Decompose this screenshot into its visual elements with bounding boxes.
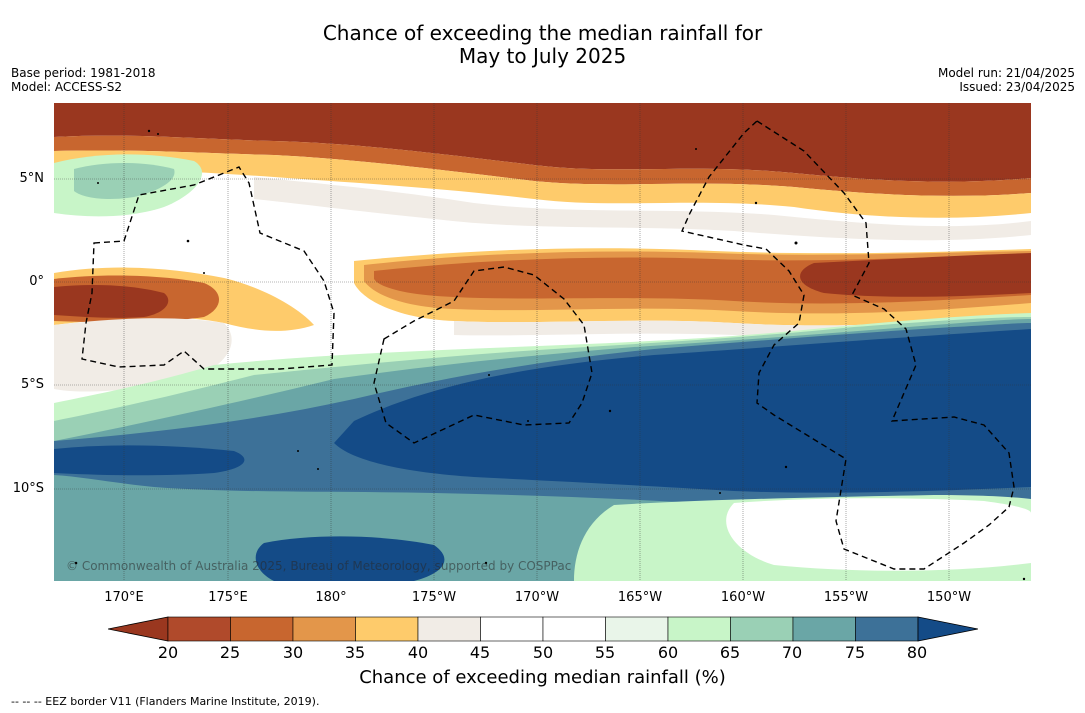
colorbar-tick-75: 75	[844, 643, 866, 662]
colorbar-swatch	[355, 616, 419, 642]
base-period-text: Base period: 1981-2018	[11, 66, 156, 80]
zone-neutral-north	[254, 177, 1031, 241]
zone-extremely-wet-south-patch	[255, 536, 445, 581]
colorbar-swatch	[730, 616, 794, 642]
lon-label-175e: 175°E	[208, 590, 248, 605]
eez-border-kiribati-gilbert	[81, 166, 335, 370]
colorbar	[108, 616, 978, 642]
zone-extremely-wet-south	[334, 329, 1031, 493]
colorbar-arrow-high	[917, 616, 978, 642]
lon-label-155w: 155°W	[823, 590, 869, 605]
colorbar-tick-30: 30	[282, 643, 304, 662]
eez-border-footnote: -- -- -- EEZ border V11 (Flanders Marine…	[11, 695, 320, 708]
eez-borders	[81, 120, 1015, 570]
colorbar-tick-40: 40	[407, 643, 429, 662]
map-title-line-1: Chance of exceeding the median rainfall …	[322, 21, 763, 45]
colorbar-tick-35: 35	[344, 643, 366, 662]
lon-label-170w: 170°W	[514, 590, 560, 605]
colorbar-tick-55: 55	[594, 643, 616, 662]
eez-border-kiribati-line	[681, 120, 1015, 570]
island-markers	[74, 129, 1026, 581]
zone-neutral-south-east	[726, 498, 1031, 571]
zone-very-dry-central	[800, 253, 1031, 297]
copyright-watermark: © Commonwealth of Australia 2025, Bureau…	[66, 559, 572, 573]
model-run-text: Model run: 21/04/2025	[937, 66, 1075, 80]
colorbar-tick-50: 50	[532, 643, 554, 662]
zone-dry-north-edge	[54, 135, 1031, 196]
eez-border-kiribati-phoenix	[373, 266, 593, 444]
lon-label-170e: 170°E	[104, 590, 144, 605]
rainfall-probability-map[interactable]: © Commonwealth of Australia 2025, Bureau…	[54, 103, 1031, 581]
colorbar-swatch	[167, 616, 231, 642]
zone-very-dry-equator-west	[54, 285, 169, 318]
colorbar-tick-65: 65	[719, 643, 741, 662]
lat-label-10s: 10°S	[12, 481, 44, 496]
lat-label-0: 0°	[29, 274, 44, 289]
colorbar-swatch	[230, 616, 294, 642]
issued-text: Issued: 23/04/2025	[959, 80, 1075, 94]
zone-very-dry-north	[54, 103, 1031, 182]
colorbar-tick-25: 25	[219, 643, 241, 662]
lon-label-180: 180°	[315, 590, 347, 605]
colorbar-tick-20: 20	[157, 643, 179, 662]
model-text: Model: ACCESS-S2	[11, 80, 123, 94]
colorbar-tick-45: 45	[469, 643, 491, 662]
colorbar-swatch	[605, 616, 669, 642]
map-canvas	[54, 103, 1031, 581]
zone-moderate-dry-north	[54, 150, 1031, 218]
map-title-line-2: May to July 2025	[458, 44, 627, 68]
colorbar-swatch	[855, 616, 919, 642]
lon-label-165w: 165°W	[617, 590, 663, 605]
colorbar-tick-70: 70	[781, 643, 803, 662]
colorbar-label: Chance of exceeding median rainfall (%)	[359, 667, 726, 688]
colorbar-swatch	[792, 616, 856, 642]
colorbar-swatch	[417, 616, 481, 642]
colorbar-swatch	[292, 616, 356, 642]
colorbar-swatch	[542, 616, 606, 642]
lon-label-175w: 175°W	[411, 590, 457, 605]
colorbar-swatch	[480, 616, 544, 642]
lon-label-160w: 160°W	[720, 590, 766, 605]
map-gridlines	[54, 103, 1031, 581]
zone-extremely-wet-west	[54, 445, 245, 476]
lat-label-5s: 5°S	[20, 377, 44, 392]
lon-label-150w: 150°W	[926, 590, 972, 605]
colorbar-tick-80: 80	[906, 643, 928, 662]
colorbar-tick-60: 60	[657, 643, 679, 662]
colorbar-swatch	[667, 616, 731, 642]
lat-label-5n: 5°N	[19, 171, 45, 186]
colorbar-arrow-low	[108, 616, 169, 642]
